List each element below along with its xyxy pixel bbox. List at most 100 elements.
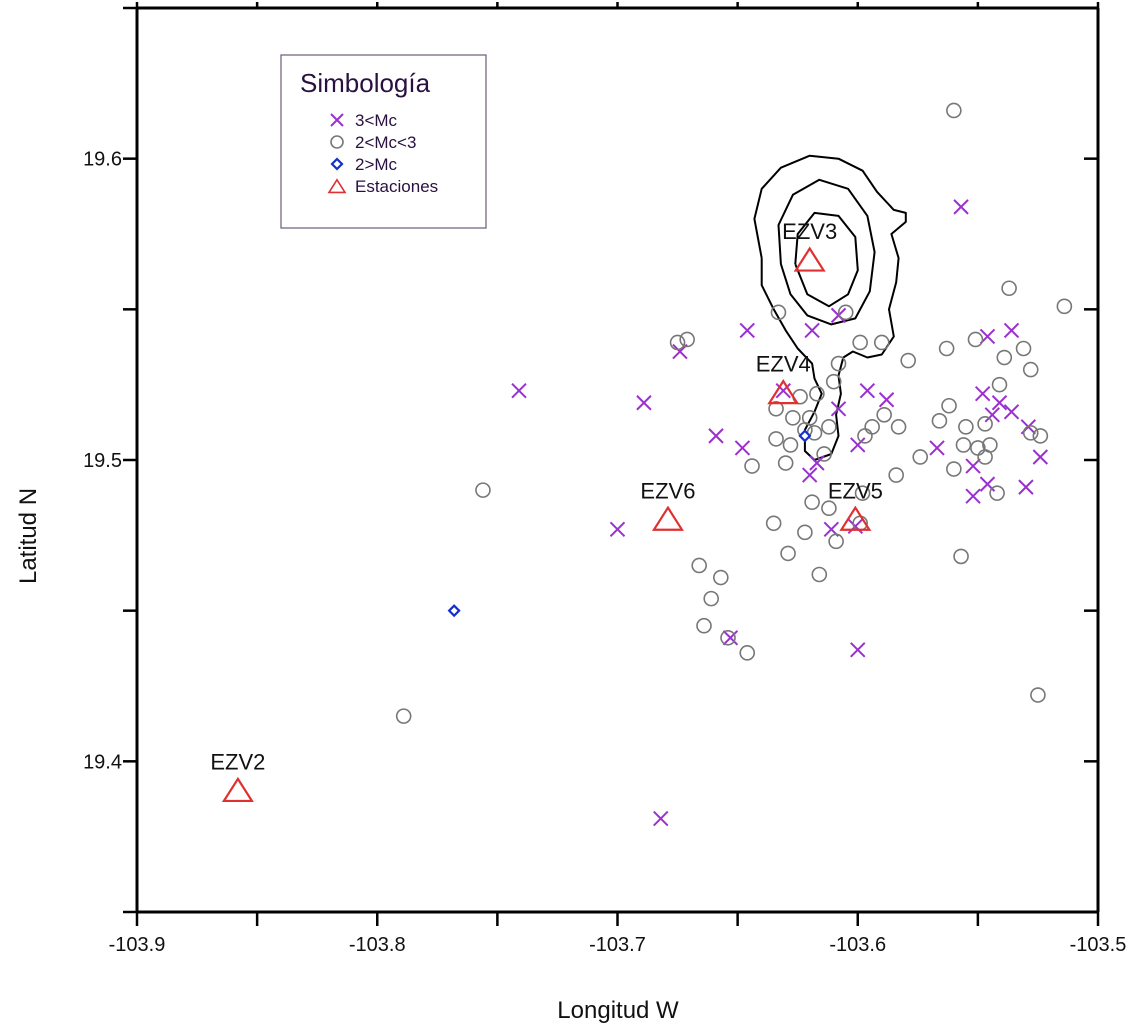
station-marker [767,379,800,405]
event-marker-2-3 [864,419,880,435]
event-marker-2-3 [991,376,1008,393]
event-marker-2-3 [797,524,813,541]
legend-label: 2<Mc<3 [355,133,416,152]
x-tick-label: -103.5 [1070,934,1127,956]
y-tick-label: 19.6 [83,149,122,171]
station-marker [651,505,684,531]
event-marker-2-3 [977,416,993,432]
event-marker-over-3 [965,458,981,474]
event-marker-2-3 [953,548,969,565]
event-marker-2-3 [770,304,787,321]
event-marker-2-3 [739,645,756,661]
legend-marker-2-3 [330,135,344,149]
legend-box [280,54,487,229]
event-marker-over-3 [739,322,755,339]
station-label: EZV4 [756,352,811,377]
event-marker-2-3 [873,334,890,351]
event-marker-over-3 [965,488,981,504]
event-marker-2-3 [996,349,1013,366]
event-marker-2-3 [1001,280,1017,297]
event-marker-over-3 [804,322,820,339]
event-marker-over-3 [847,518,864,535]
legend: Simbología 3<Mc 2<Mc<3 2>Mc Estaciones [280,54,487,229]
event-marker-2-3 [768,400,784,417]
event-marker-2-3 [958,419,974,435]
event-marker-over-3 [722,630,739,646]
y-axis-title: Latitud N [15,488,42,584]
event-marker-over-3 [984,407,1000,423]
event-marker-2-3 [744,458,760,474]
event-marker-2-3 [809,385,825,402]
event-marker-2-3 [967,331,984,348]
event-marker-2-3 [804,494,820,510]
station-marker [793,246,826,272]
legend-title: Simbología [300,68,431,98]
event-marker-2-3 [785,410,801,426]
event-marker-2-3 [852,334,868,351]
event-marker-2-3 [912,449,929,465]
event-marker-2-3 [938,340,955,357]
event-marker-over-3 [859,382,876,399]
event-marker-2-3 [946,102,962,119]
x-tick-label: -103.9 [109,934,166,956]
event-marker-over-3 [511,382,527,399]
event-marker-over-3 [991,395,1008,411]
event-marker-over-3 [1018,479,1034,495]
event-marker-under-2 [798,429,812,443]
x-axis-title: Longitud W [557,997,679,1024]
legend-label: 2>Mc [355,155,398,174]
event-marker-over-3 [672,343,688,360]
event-marker-2-3 [806,425,823,441]
event-marker-2-3 [890,419,907,435]
event-marker-over-3 [850,437,866,453]
lava-flow-contour [794,211,859,308]
stations-layer: EZV3 EZV4 EZV6 EZV5 EZV2 [210,219,883,803]
event-marker-2-3 [941,397,957,414]
event-marker-2-3 [777,455,794,471]
legend-label: 3<Mc [355,111,398,130]
event-marker-over-3 [953,199,969,215]
event-marker-over-3 [708,428,724,444]
event-marker-over-3 [850,642,866,658]
event-marker-2-3 [955,437,972,453]
event-marker-2-3 [946,461,962,477]
y-tick-label: 19.5 [83,450,122,472]
event-marker-over-3 [609,521,626,538]
lava-flow-contour [777,178,876,326]
event-marker-2-3 [1015,340,1032,357]
event-marker-2-3 [696,617,712,634]
event-marker-2-3 [828,533,844,550]
event-marker-2-3 [854,485,871,501]
event-marker-2-3 [837,304,854,321]
event-marker-2-3 [888,467,904,483]
event-marker-2-3 [982,437,998,453]
station-marker [221,776,254,803]
points-layer [395,102,1073,827]
event-marker-over-3 [830,401,847,417]
event-marker-over-3 [878,392,895,408]
legend-entries: 3<Mc 2<Mc<3 2>Mc Estaciones [327,111,438,196]
event-marker-over-3 [1003,404,1020,420]
x-tick-label: -103.6 [829,934,886,956]
legend-marker-station [327,178,347,194]
event-marker-over-3 [653,810,669,827]
legend-label: Estaciones [355,177,438,196]
event-marker-2-3 [989,485,1005,501]
event-marker-over-3 [809,455,825,471]
event-marker-over-3 [734,440,751,456]
event-marker-over-3 [974,385,991,402]
event-marker-2-3 [780,545,796,562]
event-marker-2-3 [782,437,799,453]
event-marker-2-3 [720,629,736,646]
contour-layer [753,154,907,461]
event-marker-2-3 [691,557,707,574]
event-marker-over-3 [775,382,791,399]
legend-marker-under-2 [330,157,344,171]
event-marker-2-3 [816,446,832,462]
event-marker-2-3 [931,413,948,429]
event-marker-2-3 [821,419,837,435]
event-marker-2-3 [395,708,412,724]
event-marker-2-3 [669,334,686,351]
event-marker-2-3 [703,590,719,607]
